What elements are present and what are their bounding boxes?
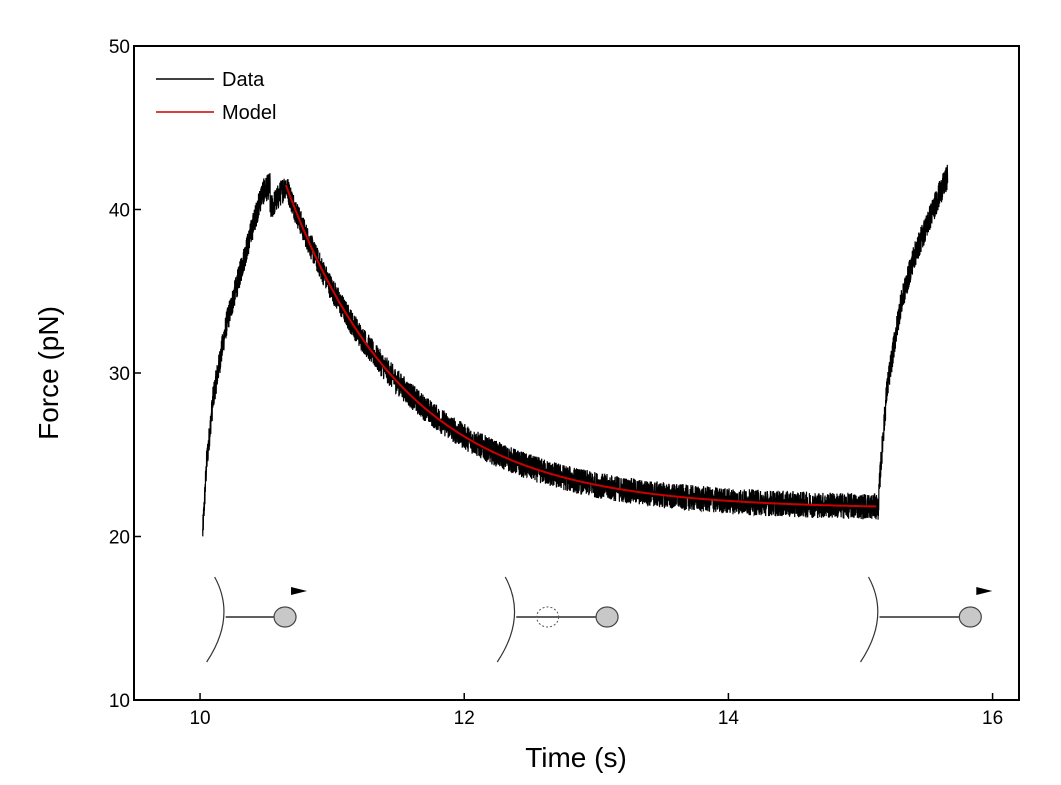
x-tick-label: 12 <box>454 708 475 729</box>
y-axis: 10 20 30 40 50 <box>109 37 141 712</box>
y-tick-label: 50 <box>109 37 130 58</box>
x-tick-label: 16 <box>982 708 1003 729</box>
plot-frame <box>133 45 1020 701</box>
x-axis-title: Time (s) <box>525 742 627 773</box>
x-axis: 10 12 14 16 <box>189 693 1003 729</box>
schematic-pull <box>206 576 308 663</box>
cell-membrane <box>859 576 879 663</box>
legend-label-data: Data <box>222 69 265 91</box>
cell-membrane <box>496 576 516 663</box>
cell-membrane <box>206 576 225 663</box>
y-tick-label: 30 <box>109 364 130 385</box>
bead <box>595 606 619 628</box>
y-axis-title: Force (pN) <box>33 306 64 440</box>
ghost-bead <box>536 606 560 628</box>
pull-arrow-icon <box>291 587 308 595</box>
series-model-line <box>284 184 877 508</box>
legend-label-model: Model <box>222 102 276 124</box>
x-tick-label: 10 <box>189 708 210 729</box>
x-tick-label: 14 <box>718 708 740 729</box>
schematic-pull-again <box>859 576 993 663</box>
plot-area <box>202 164 993 663</box>
y-tick-label: 20 <box>109 528 130 549</box>
series-data-line <box>202 164 949 537</box>
legend: Data Model <box>156 69 276 124</box>
schematic-relax <box>496 576 619 663</box>
bead <box>958 606 982 628</box>
y-tick-label: 40 <box>109 201 130 222</box>
bead <box>273 606 297 628</box>
y-tick-label: 10 <box>109 691 130 712</box>
pull-arrow-icon <box>976 587 993 595</box>
